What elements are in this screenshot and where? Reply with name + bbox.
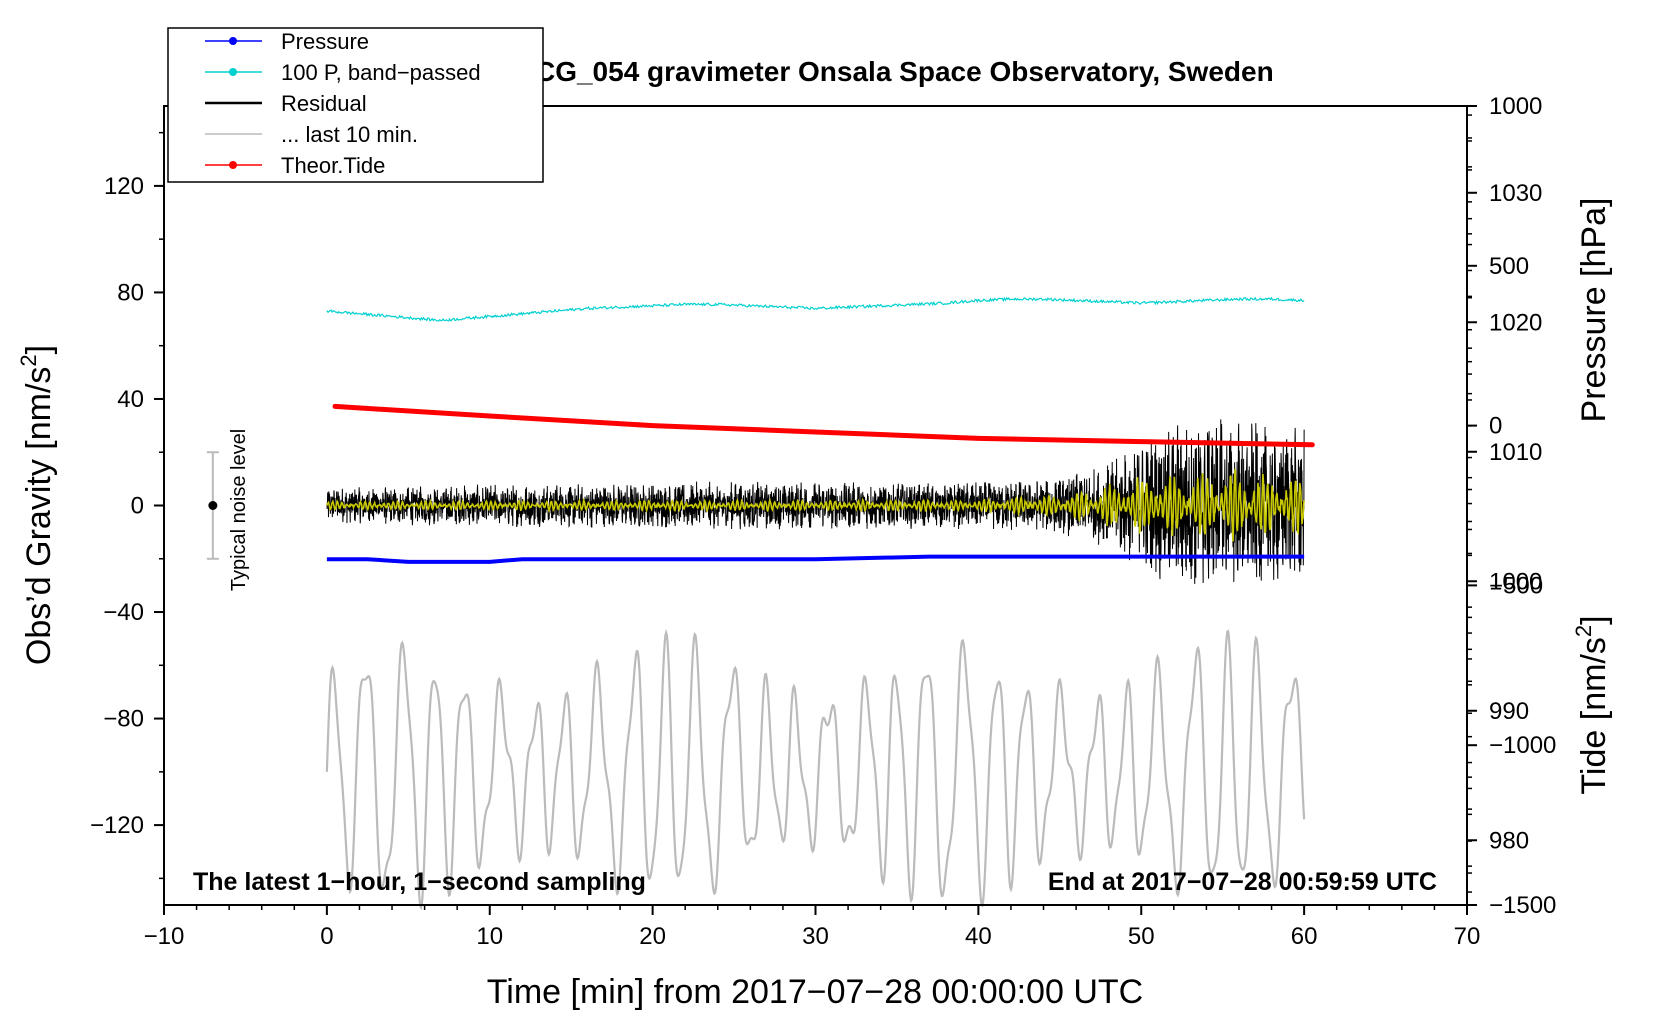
y-tick-label: 120 — [104, 173, 144, 200]
y-axis-title-tide-end: ] — [1575, 615, 1613, 624]
y-axis-title-tide: Tide [nm/s2] — [1571, 615, 1613, 794]
pressure-tick-label: 1020 — [1489, 309, 1542, 336]
x-tick-label: 70 — [1454, 923, 1481, 950]
y-tick-label: −40 — [103, 599, 144, 626]
legend-label: Residual — [281, 91, 367, 116]
x-tick-label: 40 — [965, 923, 992, 950]
pressure-tick-label: 1030 — [1489, 180, 1542, 207]
series-theor-tide-line — [332, 403, 1315, 448]
chart-title: SCG_054 gravimeter Onsala Space Observat… — [516, 56, 1273, 87]
x-tick-label: 10 — [476, 923, 503, 950]
y-axis-title-tide-sup: 2 — [1571, 625, 1596, 637]
pressure-tick-label: 980 — [1489, 827, 1529, 854]
legend-swatch-marker — [229, 37, 237, 45]
legend-label: ... last 10 min. — [281, 122, 418, 147]
x-tick-label: 50 — [1128, 923, 1155, 950]
y-axis-title-pressure: Pressure [hPa] — [1575, 198, 1613, 423]
pressure-tick-label: 1010 — [1489, 439, 1542, 466]
x-tick-label: 60 — [1291, 923, 1318, 950]
legend-swatch-marker — [229, 161, 237, 169]
tide-tick-label: 0 — [1489, 413, 1502, 440]
y-tick-label: 40 — [117, 386, 144, 413]
tide-tick-label: −500 — [1489, 572, 1543, 599]
noise-level-indicator: Typical noise level — [206, 429, 250, 591]
tide-tick-label: −1000 — [1489, 732, 1556, 759]
y-tick-label: 80 — [117, 279, 144, 306]
y-tick-label: 0 — [131, 493, 144, 520]
annotation-sampling: The latest 1−hour, 1−second sampling — [193, 868, 646, 896]
series-last-10-min-line — [325, 628, 1306, 911]
y-axis-title-gravity-end: ] — [20, 345, 58, 354]
y-tick-label: −120 — [90, 812, 144, 839]
ticks-layer: −10 0 10 20 30 40 50 60 70−120−80−40040801209809… — [90, 93, 1556, 950]
tide-tick-label: 1000 — [1489, 93, 1542, 120]
x-tick-label: 30 — [802, 923, 829, 950]
noise-level-label: Typical noise level — [228, 429, 250, 591]
series-residual-smoothed-line — [326, 468, 1305, 542]
x-tick-label: 0 — [320, 923, 333, 950]
tide-tick-label: 500 — [1489, 253, 1529, 280]
annotation-end-time: End at 2017−07−28 00:59:59 UTC — [1048, 868, 1437, 896]
x-tick-label: −10 — [144, 923, 185, 950]
series-layer — [325, 296, 1315, 911]
pressure-tick-label: 990 — [1489, 698, 1529, 725]
pressure-tick-label: 1000 — [1489, 568, 1542, 595]
legend-swatch-marker — [229, 68, 237, 76]
y-axis-title-gravity-sup: 2 — [16, 354, 41, 366]
x-tick-label: 20 — [639, 923, 666, 950]
legend-box — [167, 27, 544, 183]
legend-label: Pressure — [281, 29, 369, 54]
noise-bar-center-dot — [208, 501, 218, 510]
tide-tick-label: −1500 — [1489, 892, 1556, 919]
y-axis-title-gravity: Obs’d Gravity [nm/s2] — [16, 345, 58, 665]
y-tick-label: −80 — [103, 706, 144, 733]
y-axis-title-tide-main: Tide [nm/s — [1575, 637, 1613, 794]
legend-label: Theor.Tide — [281, 153, 385, 178]
legend: Pressure 100 P, band−passed Residual ... la… — [167, 27, 544, 183]
series-pressure-line — [326, 554, 1305, 564]
y-axis-title-gravity-main: Obs’d Gravity [nm/s — [20, 367, 58, 666]
legend-label: 100 P, band−passed — [281, 60, 481, 85]
series-pressure-bandpassed-line — [326, 296, 1305, 322]
x-axis-title: Time [min] from 2017−07−28 00:00:00 UTC — [487, 973, 1143, 1011]
